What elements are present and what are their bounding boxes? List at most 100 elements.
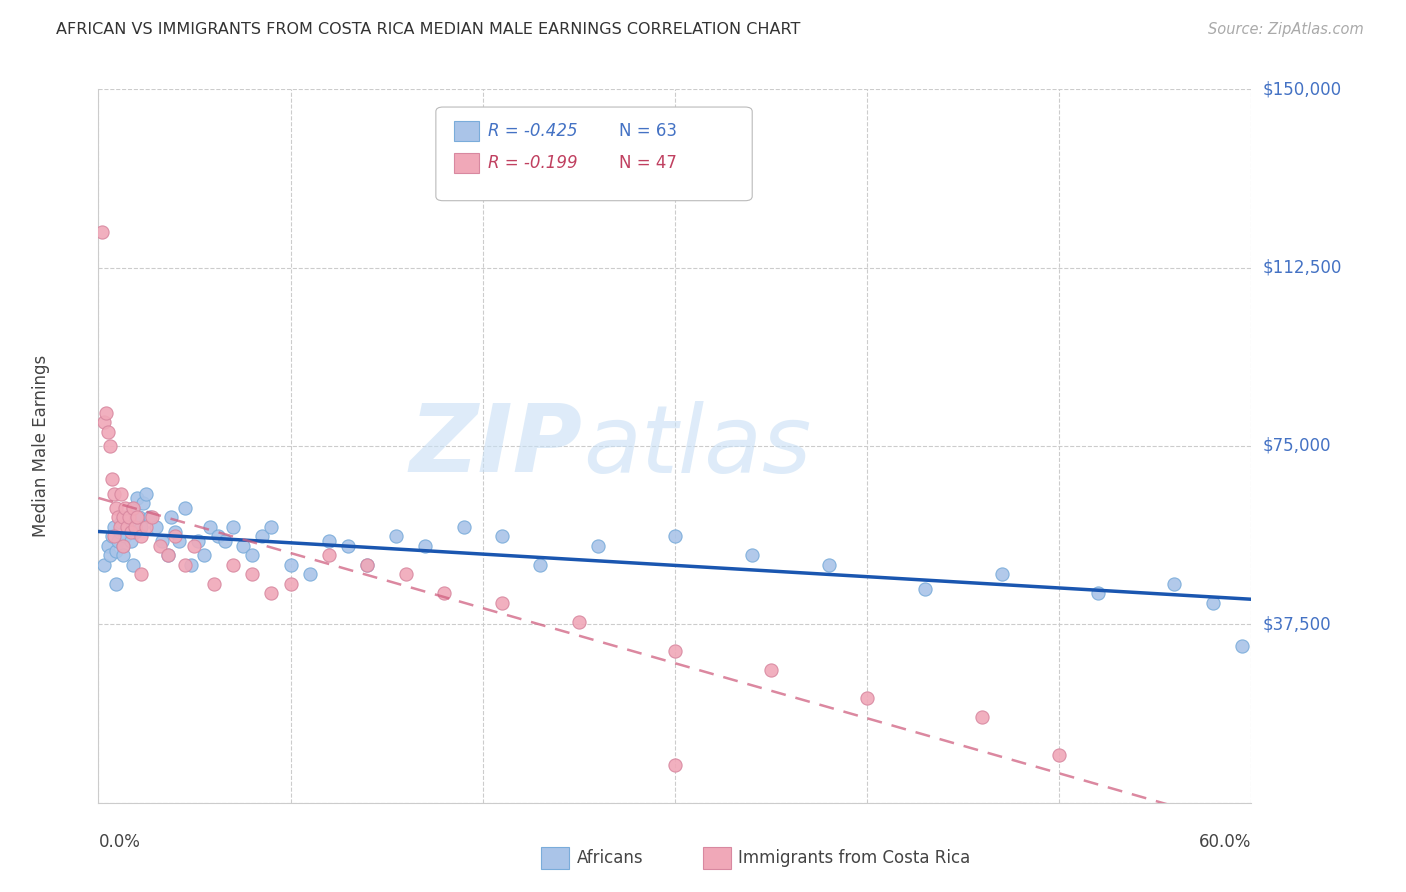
- Point: [103, 520, 125, 534]
- Point: [990, 567, 1012, 582]
- Text: N = 47: N = 47: [619, 154, 676, 172]
- Point: [240, 549, 263, 563]
- Point: [104, 500, 127, 515]
- Point: [568, 615, 591, 629]
- Point: [110, 515, 132, 529]
- Point: [124, 524, 146, 539]
- Point: [260, 586, 283, 600]
- Point: [160, 510, 183, 524]
- Point: [110, 486, 132, 500]
- Point: [198, 520, 221, 534]
- Point: [491, 596, 513, 610]
- Text: $37,500: $37,500: [1263, 615, 1331, 633]
- Point: [118, 510, 141, 524]
- Point: [260, 520, 283, 534]
- Point: [108, 524, 131, 539]
- Point: [280, 577, 302, 591]
- Point: [817, 558, 839, 572]
- Text: $75,000: $75,000: [1263, 437, 1331, 455]
- Point: [664, 643, 686, 657]
- Point: [318, 534, 340, 549]
- Point: [104, 543, 127, 558]
- Point: [165, 524, 187, 539]
- Point: [98, 549, 121, 563]
- Point: [107, 534, 129, 549]
- Text: $150,000: $150,000: [1263, 80, 1341, 98]
- Point: [529, 558, 551, 572]
- Point: [356, 558, 378, 572]
- Point: [222, 520, 245, 534]
- Point: [1230, 639, 1253, 653]
- Point: [122, 500, 145, 515]
- Point: [240, 567, 263, 582]
- Point: [122, 500, 145, 515]
- Point: [131, 496, 153, 510]
- Point: [222, 558, 245, 572]
- Point: [101, 529, 124, 543]
- Point: [972, 710, 994, 724]
- Point: [250, 529, 273, 543]
- Point: [193, 549, 215, 563]
- Text: AFRICAN VS IMMIGRANTS FROM COSTA RICA MEDIAN MALE EARNINGS CORRELATION CHART: AFRICAN VS IMMIGRANTS FROM COSTA RICA ME…: [56, 22, 800, 37]
- Point: [112, 549, 135, 563]
- Point: [125, 510, 148, 524]
- Point: [145, 520, 167, 534]
- Point: [1202, 596, 1225, 610]
- Point: [491, 529, 513, 543]
- Point: [93, 558, 115, 572]
- Point: [103, 486, 125, 500]
- Point: [129, 529, 152, 543]
- Point: [385, 529, 408, 543]
- Point: [156, 549, 179, 563]
- Point: [122, 558, 145, 572]
- Text: Africans: Africans: [576, 849, 643, 867]
- Point: [231, 539, 254, 553]
- Text: 60.0%: 60.0%: [1199, 833, 1251, 851]
- Point: [117, 520, 138, 534]
- Point: [1087, 586, 1109, 600]
- Text: atlas: atlas: [582, 401, 811, 491]
- Point: [108, 520, 131, 534]
- Point: [112, 539, 135, 553]
- Text: $112,500: $112,500: [1263, 259, 1341, 277]
- Point: [120, 524, 142, 539]
- Point: [129, 520, 152, 534]
- Point: [214, 534, 236, 549]
- Point: [174, 558, 197, 572]
- Point: [664, 529, 686, 543]
- Point: [135, 486, 157, 500]
- Point: [337, 539, 360, 553]
- Text: ZIP: ZIP: [409, 400, 582, 492]
- Text: Median Male Earnings: Median Male Earnings: [32, 355, 49, 537]
- Point: [413, 539, 436, 553]
- Point: [135, 520, 157, 534]
- Point: [97, 425, 120, 439]
- Point: [129, 567, 152, 582]
- Point: [356, 558, 378, 572]
- Text: R = -0.199: R = -0.199: [488, 154, 578, 172]
- Point: [114, 529, 136, 543]
- Point: [165, 529, 187, 543]
- Point: [914, 582, 936, 596]
- Point: [1047, 748, 1070, 763]
- Point: [318, 549, 340, 563]
- Point: [91, 225, 114, 239]
- Point: [856, 691, 879, 706]
- Point: [125, 491, 148, 506]
- Point: [117, 510, 138, 524]
- Point: [167, 534, 190, 549]
- Point: [103, 529, 125, 543]
- Point: [298, 567, 321, 582]
- Point: [112, 510, 135, 524]
- Point: [120, 534, 142, 549]
- Point: [433, 586, 456, 600]
- Text: 0.0%: 0.0%: [98, 833, 141, 851]
- Point: [180, 558, 202, 572]
- Point: [98, 439, 121, 453]
- Point: [453, 520, 475, 534]
- Point: [118, 520, 141, 534]
- Point: [395, 567, 418, 582]
- Text: R = -0.425: R = -0.425: [488, 122, 578, 140]
- Point: [280, 558, 302, 572]
- Point: [141, 510, 163, 524]
